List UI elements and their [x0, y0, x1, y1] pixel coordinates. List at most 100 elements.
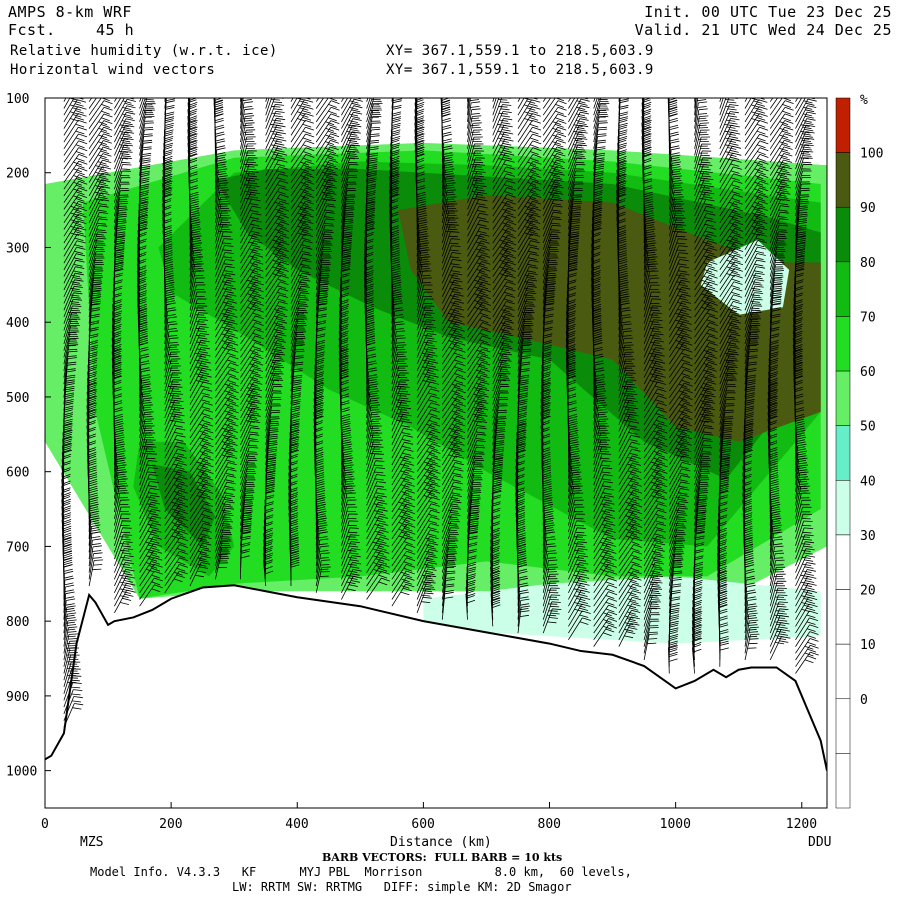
wind-barb [63, 272, 84, 297]
wind-barb [618, 344, 634, 371]
wind-barb [795, 617, 819, 641]
wind-barb [643, 381, 667, 405]
wind-barb [290, 194, 315, 217]
wind-barb [744, 207, 768, 230]
wind-barb [719, 180, 743, 203]
wind-barb [517, 187, 542, 210]
wind-barb [63, 350, 78, 378]
wind-barb [769, 179, 792, 203]
wind-barb [263, 549, 273, 580]
wind-barb [467, 143, 484, 170]
wind-barb [441, 362, 466, 385]
wind-barb [366, 529, 389, 553]
wind-barb [164, 372, 182, 398]
wind-barb [618, 550, 643, 573]
wind-barb [441, 475, 464, 499]
wind-barb [668, 527, 687, 553]
wind-barb [769, 172, 792, 197]
wind-barb [441, 481, 463, 506]
wind-barb [164, 483, 188, 506]
wind-barb [164, 524, 189, 546]
wind-barb [643, 347, 665, 371]
wind-barb [643, 463, 668, 486]
wind-barb [542, 224, 562, 250]
colorbar-swatch [835, 425, 851, 481]
wind-barb [618, 421, 640, 445]
wind-barb [88, 225, 108, 250]
wind-barb [88, 257, 105, 284]
wind-barb [517, 113, 541, 136]
x-tick-label: 0 [41, 817, 49, 832]
wind-barb [189, 207, 200, 237]
wind-barb [795, 534, 814, 560]
wind-barb [139, 467, 158, 493]
wind-barb [265, 320, 288, 345]
wind-barb [240, 101, 253, 129]
wind-barb [189, 263, 204, 291]
wind-barb [240, 355, 264, 378]
wind-barb-column [440, 98, 466, 620]
wind-barb [492, 392, 509, 419]
wind-barb [315, 251, 332, 277]
wind-barb [568, 471, 582, 499]
wind-barb [214, 342, 239, 365]
wind-barb [391, 309, 404, 338]
wind-barb [517, 140, 542, 163]
wind-barb [88, 545, 102, 573]
wind-barb [719, 638, 729, 667]
wind-barb [744, 279, 765, 304]
wind-barb [668, 578, 682, 607]
wind-barb [366, 376, 378, 405]
wind-barb [63, 200, 88, 224]
wind-barb [214, 402, 239, 425]
wind-barb [290, 160, 315, 183]
wind-barb [618, 616, 640, 640]
wind-barb [643, 549, 665, 573]
wind-barb [63, 160, 88, 183]
wind-barb [341, 131, 361, 156]
colorbar-swatch [835, 589, 851, 645]
wind-barb [164, 530, 189, 553]
wind-barb [240, 274, 264, 298]
wind-barb [441, 382, 466, 405]
wind-barb [189, 277, 205, 304]
wind-barb [88, 172, 111, 197]
wind-barb [769, 205, 790, 230]
wind-barb [189, 523, 213, 546]
wind-barb [290, 174, 315, 197]
wind-barb [164, 550, 189, 573]
wind-barb [441, 533, 459, 560]
wind-barb [88, 120, 113, 143]
wind-barb [517, 133, 542, 156]
wind-barb [214, 520, 234, 546]
wind-barb [114, 464, 127, 492]
wind-barb [694, 247, 718, 271]
wind-barb-column [162, 98, 189, 594]
wind-barb [139, 453, 157, 479]
wind-barb [668, 203, 685, 230]
wind-barb [795, 436, 806, 466]
wind-barb [63, 154, 88, 176]
wind-barb [240, 164, 259, 190]
wind-barb [467, 446, 486, 472]
wind-barb [694, 295, 719, 318]
wind-barb [618, 448, 641, 472]
wind-barb [643, 581, 663, 607]
wind-barb [643, 614, 660, 640]
wind-barb [643, 249, 657, 277]
wind-barb [618, 530, 643, 553]
wind-barb [240, 150, 257, 176]
wind-barb [744, 246, 767, 271]
wind-barb [290, 272, 311, 297]
wind-barb [366, 508, 388, 533]
wind-barb [643, 340, 664, 365]
wind-barb [694, 394, 716, 419]
wind-barb [391, 295, 403, 324]
wind-barb [467, 288, 491, 311]
wind-barb [214, 154, 227, 183]
wind-barb [744, 318, 762, 345]
wind-barb-column [792, 98, 819, 674]
wind-barb [290, 357, 304, 385]
wind-barb [265, 124, 286, 149]
wind-barb [744, 167, 769, 190]
